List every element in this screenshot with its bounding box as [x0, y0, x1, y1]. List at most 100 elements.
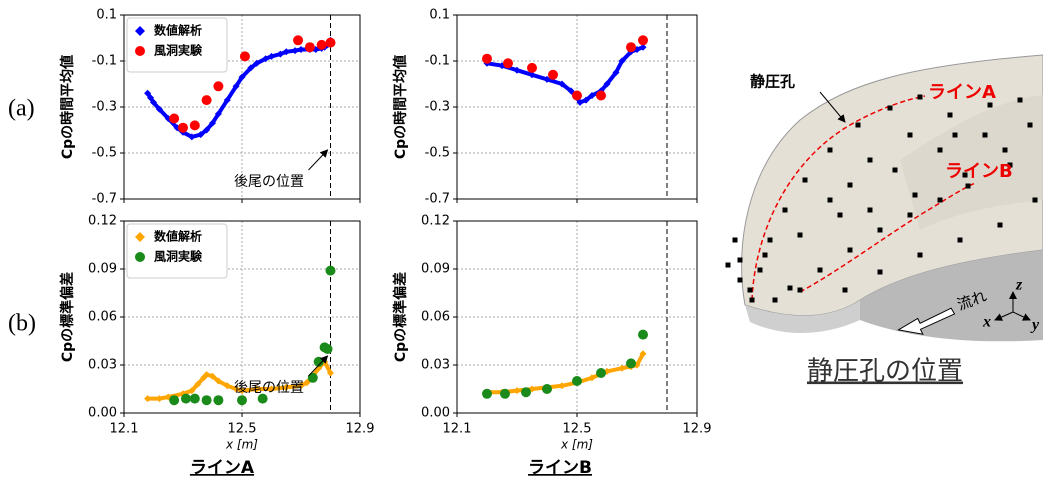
- y-tick-label: -0.7: [425, 192, 450, 207]
- x-axis-label: x [m]: [560, 438, 593, 452]
- data-point: [638, 35, 648, 45]
- pressure-hole: [1033, 198, 1038, 203]
- legend-label: 風洞実験: [154, 249, 203, 264]
- pressure-hole: [948, 113, 953, 118]
- data-point: [213, 81, 223, 91]
- data-point: [548, 70, 558, 80]
- y-tick-label: 0.09: [88, 262, 117, 277]
- pressure-hole: [908, 213, 913, 218]
- pressure-hole: [738, 278, 743, 283]
- pressure-hole: [733, 238, 738, 243]
- y-tick-label: -0.1: [425, 54, 450, 69]
- annotation: 後尾の位置: [234, 380, 304, 396]
- x-tick-label: 12.5: [563, 422, 592, 437]
- pressure-hole: [748, 288, 753, 293]
- data-point: [293, 35, 303, 45]
- data-point: [542, 384, 552, 394]
- pressure-hole: [1018, 98, 1023, 103]
- pressure-hole: [828, 148, 833, 153]
- hole-label: 静圧孔: [750, 73, 795, 91]
- chart: 0.000.030.060.090.1212.112.512.9x [m]Cpの…: [59, 214, 374, 452]
- pressure-hole: [893, 168, 898, 173]
- y-tick-label: 0.06: [421, 310, 450, 325]
- data-point: [305, 42, 315, 52]
- illustration-caption: 静圧孔の位置: [807, 357, 963, 387]
- column-label: ラインA: [190, 458, 255, 478]
- data-point: [237, 395, 247, 405]
- data-point: [169, 114, 179, 124]
- data-point: [626, 358, 636, 368]
- pressure-hole: [1028, 123, 1033, 128]
- y-tick-label: 0.00: [88, 406, 117, 421]
- y-tick-label: -0.7: [92, 192, 117, 207]
- y-axis-label: Cpの標準偏差: [59, 272, 76, 362]
- data-point: [202, 95, 212, 105]
- y-tick-label: -0.5: [425, 146, 450, 161]
- data-point: [482, 54, 492, 64]
- axis-label: x: [982, 314, 991, 331]
- x-axis-label: x [m]: [225, 438, 258, 452]
- data-point: [213, 395, 223, 405]
- x-tick-label: 12.9: [683, 422, 712, 437]
- y-tick-label: -0.5: [92, 146, 117, 161]
- x-tick-label: 12.1: [110, 422, 139, 437]
- data-point: [521, 387, 531, 397]
- panel-label: (b): [8, 311, 36, 337]
- pressure-hole: [818, 268, 823, 273]
- pressure-hole: [958, 238, 963, 243]
- pressure-hole: [938, 148, 943, 153]
- data-point: [572, 376, 582, 386]
- x-tick-label: 12.1: [443, 422, 472, 437]
- legend-label: 数値解析: [154, 229, 202, 244]
- data-point: [190, 394, 200, 404]
- data-point: [178, 123, 188, 133]
- pressure-hole: [856, 123, 861, 128]
- pressure-hole: [918, 253, 923, 258]
- y-axis-label: Cpの時間平均値: [392, 55, 409, 159]
- y-tick-label: 0.03: [88, 358, 117, 373]
- pressure-hole: [798, 288, 803, 293]
- pressure-hole: [783, 208, 788, 213]
- pressure-hole: [966, 184, 971, 189]
- pressure-hole: [803, 178, 808, 183]
- pressure-hole: [788, 286, 793, 291]
- data-point: [626, 42, 636, 52]
- y-tick-label: 0.1: [96, 8, 117, 23]
- pressure-hole: [913, 193, 918, 198]
- data-point: [317, 40, 327, 50]
- illustration: 静圧孔 ラインA ラインB 流れ x y z 静圧孔の位置: [726, 55, 1043, 387]
- pressure-hole: [848, 248, 853, 253]
- data-point: [500, 389, 510, 399]
- legend-marker: [135, 46, 145, 56]
- figure: (a) (b) ラインA ラインB 静圧孔 ラインA ラインB 流れ x y z…: [0, 0, 1043, 482]
- data-point: [503, 58, 513, 68]
- data-point: [596, 368, 606, 378]
- data-point: [202, 395, 212, 405]
- y-tick-label: -0.1: [92, 54, 117, 69]
- pressure-hole: [773, 298, 778, 303]
- pressure-hole: [878, 228, 883, 233]
- pressure-hole: [798, 233, 803, 238]
- pressure-hole: [918, 95, 923, 100]
- pressure-hole: [763, 253, 768, 258]
- pressure-hole: [983, 133, 988, 138]
- pressure-hole: [768, 238, 773, 243]
- y-axis-label: Cpの時間平均値: [59, 55, 76, 159]
- annotation: 後尾の位置: [234, 174, 304, 190]
- data-point: [308, 373, 318, 383]
- data-point: [638, 330, 648, 340]
- y-axis-label: Cpの標準偏差: [392, 272, 409, 362]
- pressure-hole: [888, 106, 893, 111]
- pressure-hole: [953, 133, 958, 138]
- data-point: [596, 91, 606, 101]
- pressure-hole: [843, 288, 848, 293]
- x-tick-label: 12.9: [346, 422, 375, 437]
- data-point: [190, 120, 200, 130]
- pressure-hole: [828, 198, 833, 203]
- legend-label: 数値解析: [154, 23, 202, 38]
- data-point: [326, 266, 336, 276]
- data-point: [181, 394, 191, 404]
